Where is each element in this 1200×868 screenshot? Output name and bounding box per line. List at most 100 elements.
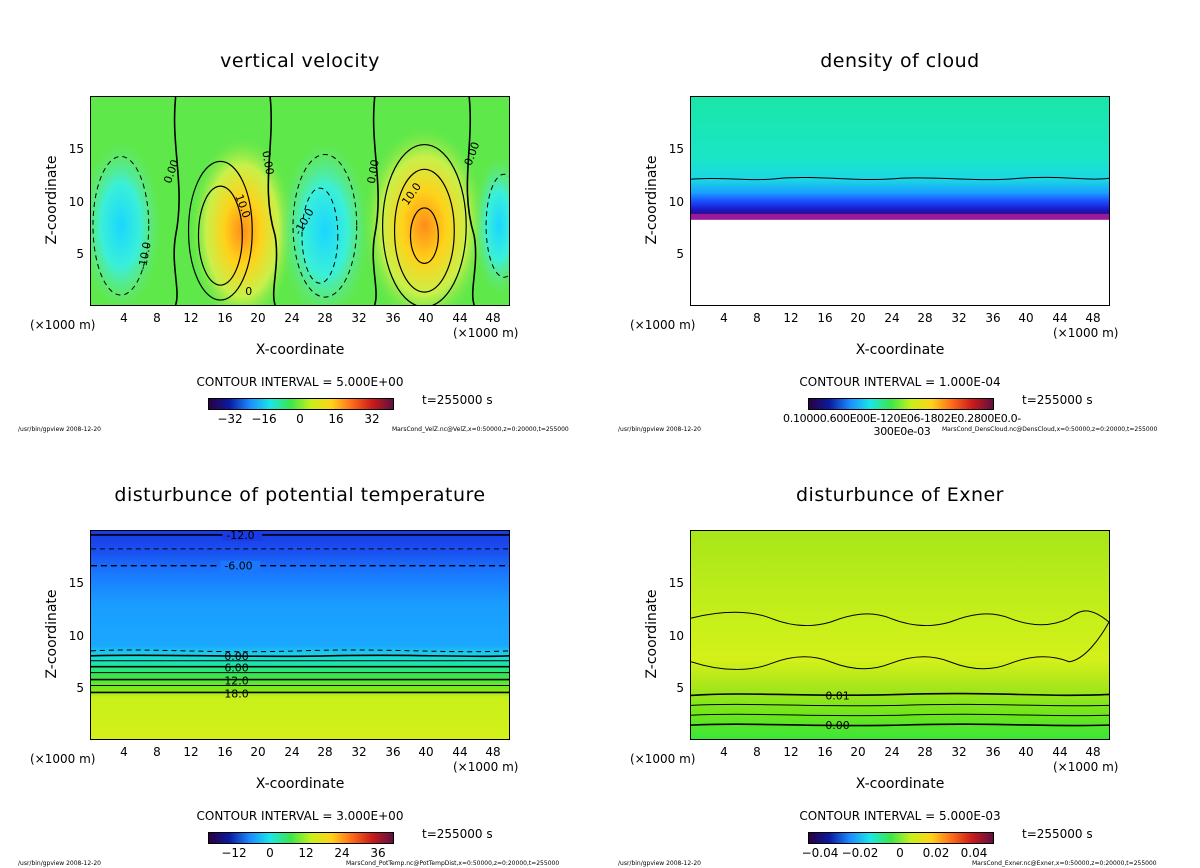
x-tick-label: 4	[120, 745, 128, 759]
colorbar-tick: −32	[217, 412, 243, 426]
footer-source: MarsCond_Exner.nc@Exner,x=0:50000,z=0:20…	[972, 860, 1157, 867]
x-tick-label: 40	[1018, 745, 1034, 759]
y-tick-label: 15	[668, 142, 684, 156]
x-tick-label: 28	[317, 745, 333, 759]
contour-line	[691, 176, 1109, 181]
colorbar-tick: 0.02	[922, 846, 950, 860]
contour-lines	[691, 610, 1109, 727]
time-label: t=255000 s	[422, 827, 493, 841]
x-tick-label: 32	[951, 745, 967, 759]
x-unit-label: (×1000 m)	[30, 318, 96, 332]
plot-area: 0.01 0.00	[690, 530, 1110, 740]
colorbar-tick: 32	[364, 412, 380, 426]
x-tick-label: 44	[452, 745, 468, 759]
x-axis-label: X-coordinate	[255, 776, 345, 792]
x-tick-label: 4	[720, 745, 728, 759]
x-tick-label: 28	[917, 311, 933, 325]
contour-line	[393, 168, 455, 293]
x-tick-label: 40	[418, 745, 434, 759]
x-tick-label: 48	[1085, 311, 1101, 325]
contour-label: 18.0	[224, 687, 248, 700]
y-tick-label: 5	[76, 681, 84, 695]
colorbar	[208, 832, 394, 844]
x-tick-label: 36	[385, 745, 401, 759]
contour-line	[292, 153, 358, 298]
contour-line	[187, 160, 253, 301]
contour-lines	[91, 534, 509, 694]
y-tick-label: 15	[668, 576, 684, 590]
contour-label: 0	[245, 285, 252, 298]
colorbar	[808, 398, 994, 410]
x-tick-label: 24	[884, 311, 900, 325]
chart-title: vertical velocity	[220, 50, 380, 72]
y-tick-label: 10	[68, 629, 84, 643]
contour-line	[691, 723, 1109, 727]
contour-label: 0.01	[825, 689, 849, 702]
colorbar-tick: 24	[334, 846, 350, 860]
x-axis-label: X-coordinate	[855, 776, 945, 792]
x-tick-label: 20	[850, 311, 866, 325]
x-tick-label: 36	[985, 311, 1001, 325]
y-tick-label: 10	[668, 195, 684, 209]
x-tick-label: 48	[485, 311, 501, 325]
contour-line	[91, 649, 509, 653]
positive-contours	[187, 143, 467, 305]
contour-label: 0.00	[224, 650, 248, 663]
x-tick-label: 16	[817, 311, 833, 325]
contour-labels: -12.0 -6.00 0.00 6.00 12.0 18.0	[220, 531, 263, 700]
x-tick-label: 36	[385, 311, 401, 325]
x-tick-label: 16	[217, 311, 233, 325]
contour-interval: CONTOUR INTERVAL = 5.000E-03	[799, 809, 1001, 823]
x-unit-label: (×1000 m)	[630, 318, 696, 332]
x-tick-label: 28	[917, 745, 933, 759]
footer-source: MarsCond_DensCloud.nc@DensCloud,x=0:5000…	[942, 426, 1158, 433]
contour-line	[91, 654, 509, 658]
contour-line	[691, 692, 1109, 697]
colorbar-tick: −12	[221, 846, 247, 860]
zero-contours	[173, 97, 477, 305]
x-tick-label: 48	[485, 745, 501, 759]
downdraft-region	[91, 141, 161, 305]
x-tick-label: 4	[720, 311, 728, 325]
y-tick-label: 5	[76, 247, 84, 261]
x-tick-label: 16	[817, 745, 833, 759]
panel-exner: disturbunce of Exner	[600, 434, 1200, 868]
x-tick-label: 32	[951, 311, 967, 325]
contour-line	[466, 97, 477, 305]
y-tick-label: 15	[68, 142, 84, 156]
colorbar-tick: 0	[266, 846, 274, 860]
x-unit-label: (×1000 m)	[1053, 326, 1119, 340]
x-tick-label: 44	[1052, 311, 1068, 325]
x-unit-label: (×1000 m)	[453, 326, 519, 340]
x-tick-label: 12	[183, 311, 199, 325]
contour-interval: CONTOUR INTERVAL = 5.000E+00	[196, 375, 404, 389]
label-mask	[222, 531, 263, 541]
y-tick-label: 10	[68, 195, 84, 209]
x-tick-label: 36	[985, 745, 1001, 759]
panel-density-of-cloud: density of cloud Z-	[600, 0, 1200, 438]
x-tick-label: 20	[850, 745, 866, 759]
label-mask	[220, 560, 261, 572]
contour-line	[382, 143, 467, 305]
colorbar	[208, 398, 394, 410]
contour-line	[92, 155, 150, 296]
x-tick-label: 16	[217, 745, 233, 759]
negative-contours	[92, 153, 509, 298]
x-unit-label: (×1000 m)	[453, 760, 519, 774]
downdraft-region	[280, 141, 370, 305]
contour-label: -6.00	[224, 560, 252, 573]
contour-line	[197, 185, 243, 286]
plot-area: -12.0 -6.00 0.00 6.00 12.0 18.0	[90, 530, 510, 740]
footer-program: /usr/bin/gpview 2008-12-20	[18, 426, 101, 433]
x-unit-label: (×1000 m)	[630, 752, 696, 766]
colorbar-tick: 36	[370, 846, 386, 860]
x-tick-label: 20	[250, 745, 266, 759]
x-tick-label: 48	[1085, 745, 1101, 759]
x-tick-label: 8	[153, 311, 161, 325]
footer-source: MarsCond_PotTemp.nc@PotTempDist,x=0:5000…	[346, 860, 560, 867]
contour-line	[485, 173, 509, 278]
contour-line	[691, 713, 1109, 717]
contour-line	[301, 187, 339, 284]
footer-program: /usr/bin/gpview 2008-12-20	[18, 860, 101, 867]
x-tick-label: 44	[1052, 745, 1068, 759]
